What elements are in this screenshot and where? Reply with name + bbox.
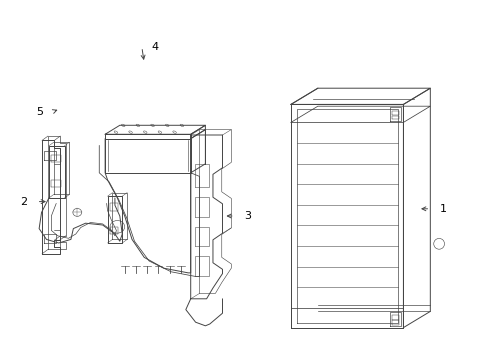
Text: 3: 3 [244,211,251,221]
Text: 5: 5 [36,107,43,117]
Text: 1: 1 [439,204,446,214]
Text: 4: 4 [151,42,159,52]
Text: 2: 2 [20,197,27,207]
